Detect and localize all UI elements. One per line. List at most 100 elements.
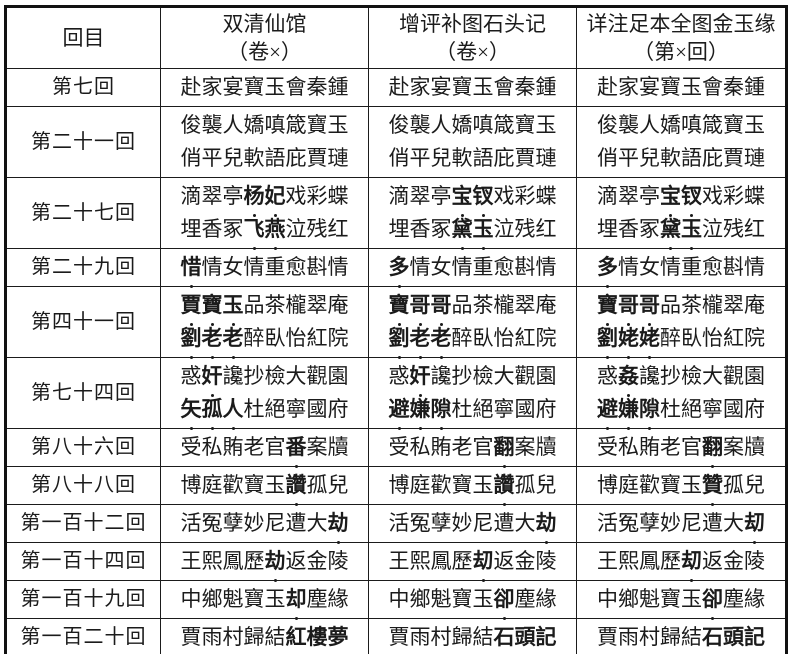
emphasized-text: 避嫌隙 — [389, 397, 452, 430]
emphasized-text: 矢孤人 — [181, 397, 244, 430]
chapter-cell: 第二十七回 — [5, 177, 161, 249]
title-line: 受私賄老官番案牘 — [164, 431, 365, 468]
emphasized-text: 石頭記 — [702, 625, 765, 649]
title-line: 避嫌隙杜絕寧國府 — [372, 393, 573, 430]
title-cell: 赴家宴寶玉會秦鍾 — [368, 68, 577, 107]
title-line: 王熙鳳歷刧返金陵 — [580, 545, 782, 582]
title-line: 惑奸讒抄檢大觀園 — [372, 360, 573, 397]
table-header: 回目 双清仙馆 （卷×） 增评补图石头记 （卷×） 详注足本全图金玉缘 （第×回… — [5, 6, 787, 69]
table-row: 第八十八回 博庭歡寶玉讚孤兒 博庭歡寶玉讚孤兒 博庭歡寶玉贊孤兒 — [5, 466, 787, 506]
title-line: 赴家宴寶玉會秦鍾 — [388, 75, 557, 99]
chapter-cell: 第七十四回 — [5, 357, 161, 429]
table-row: 第七十四回 惑奸讒抄檢大觀園 矢孤人杜絕寧國府 惑奸讒抄檢大觀園 避嫌隙杜絕寧國府 惑姦讒… — [5, 357, 787, 430]
title-line: 賈雨村歸結石頭記 — [580, 621, 782, 654]
emphasized-text: 劉老老 — [181, 326, 244, 359]
title-line: 賈雨村歸結紅樓夢 — [164, 621, 365, 654]
chapter-label: 第二十九回 — [31, 256, 136, 278]
title-cell: 多情女情重愈斟情 — [576, 248, 787, 288]
title-cell: 赴家宴寶玉會秦鍾 — [160, 68, 369, 107]
title-line: 俏平兒軟語庇賈璉 — [180, 146, 349, 170]
title-cell: 俊襲人嬌嗔箴寶玉 俏平兒軟語庇賈璉 — [368, 106, 577, 178]
chapter-label: 第二十一回 — [31, 130, 136, 153]
title-line: 避嫌隙杜絕寧國府 — [580, 393, 782, 430]
title-cell: 寶哥哥品茶櫳翠庵 劉老老醉臥怡紅院 — [368, 286, 577, 359]
emphasized-text: 黛玉 — [452, 217, 494, 250]
title-cell: 惑姦讒抄檢大觀園 避嫌隙杜絕寧國府 — [576, 357, 787, 430]
emphasized-text: 宝钗 — [452, 184, 494, 217]
title-line: 中鄉魁寶玉卻塵緣 — [372, 583, 573, 620]
chapter-label: 第一百十二回 — [20, 512, 147, 534]
edition-3-name: 详注足本全图金玉缘 — [586, 12, 776, 36]
table-body: 第七回 赴家宴寶玉會秦鍾 赴家宴寶玉會秦鍾 赴家宴寶玉會秦鍾 第二十一回 俊襲人嬌嗔箴寶玉… — [5, 68, 787, 654]
title-line: 中鄉魁寶玉却塵緣 — [164, 583, 365, 620]
emphasized-text: 飞燕 — [244, 217, 286, 250]
title-line: 埋香冢黛玉泣残红 — [580, 213, 782, 250]
title-cell: 賈寶玉品茶櫳翠庵 劉老老醉臥怡紅院 — [160, 286, 369, 359]
table-row: 第七回 赴家宴寶玉會秦鍾 赴家宴寶玉會秦鍾 赴家宴寶玉會秦鍾 — [5, 68, 787, 107]
title-line: 赴家宴寶玉會秦鍾 — [597, 75, 765, 99]
emphasized-text: 黛玉 — [660, 217, 702, 250]
title-line: 俏平兒軟語庇賈璉 — [597, 146, 765, 170]
chapter-title-comparison-table: 回目 双清仙馆 （卷×） 增评补图石头记 （卷×） 详注足本全图金玉缘 （第×回… — [4, 5, 788, 654]
emphasized-text: 翻 — [702, 435, 723, 468]
edition-1-name: 双清仙馆 — [222, 12, 307, 36]
emphasized-text: 多 — [389, 255, 410, 288]
edition-1-volume-note: （卷×） — [227, 40, 302, 64]
title-line: 寶哥哥品茶櫳翠庵 — [580, 289, 782, 326]
table-row: 第一百十二回 活冤孽妙尼遭大劫 活冤孽妙尼遭大劫 活冤孽妙尼遭大刧 — [5, 504, 787, 544]
title-cell: 受私賄老官翻案牘 — [368, 428, 577, 468]
emphasized-text: 杨妃 — [244, 184, 286, 217]
title-line: 滴翠亭杨妃戏彩蝶 — [164, 180, 365, 217]
emphasized-text: 避嫌隙 — [597, 397, 660, 430]
title-cell: 中鄉魁寶玉却塵緣 — [160, 580, 369, 620]
header-chapter-label: 回目 — [62, 26, 105, 50]
chapter-cell: 第一百十四回 — [5, 542, 161, 581]
title-line: 劉姥姥醉臥怡紅院 — [580, 322, 782, 359]
emphasized-text: 劫 — [265, 549, 286, 582]
emphasized-text: 劉姥姥 — [597, 326, 660, 359]
title-cell: 受私賄老官番案牘 — [160, 428, 369, 468]
title-line: 滴翠亭宝钗戏彩蝶 — [580, 180, 782, 217]
chapter-label: 第一百十九回 — [20, 588, 147, 610]
title-line: 活冤孽妙尼遭大劫 — [372, 507, 573, 544]
table-row: 第一百十四回 王熙鳳歷劫返金陵 王熙鳳歷刧返金陵 王熙鳳歷刧返金陵 — [5, 542, 787, 582]
table-row: 第二十九回 惜情女情重愈斟情 多情女情重愈斟情 多情女情重愈斟情 — [5, 248, 787, 288]
title-cell: 王熙鳳歷劫返金陵 — [160, 542, 369, 582]
table-row: 第二十七回 滴翠亭杨妃戏彩蝶 埋香冢飞燕泣残红 滴翠亭宝钗戏彩蝶 埋香冢黛玉泣残红 滴翠亭… — [5, 177, 787, 250]
title-line: 賈寶玉品茶櫳翠庵 — [164, 289, 365, 326]
emphasized-text: 多 — [597, 255, 618, 288]
title-line: 博庭歡寶玉讚孤兒 — [164, 469, 365, 506]
title-cell: 惑奸讒抄檢大觀園 避嫌隙杜絕寧國府 — [368, 357, 577, 430]
edition-3-volume-note: （第×回） — [633, 40, 729, 64]
title-cell: 滴翠亭杨妃戏彩蝶 埋香冢飞燕泣残红 — [160, 177, 369, 250]
title-cell: 活冤孽妙尼遭大劫 — [160, 504, 369, 544]
emphasized-text: 卻 — [702, 587, 723, 620]
title-cell: 活冤孽妙尼遭大刧 — [576, 504, 787, 544]
emphasized-text: 惜 — [181, 255, 202, 288]
title-cell: 博庭歡寶玉讚孤兒 — [160, 466, 369, 506]
chapter-cell: 第二十一回 — [5, 106, 161, 178]
title-cell: 惜情女情重愈斟情 — [160, 248, 369, 288]
title-line: 惑姦讒抄檢大觀園 — [580, 360, 782, 397]
chapter-label: 第八十八回 — [31, 474, 136, 496]
emphasized-text: 卻 — [494, 587, 515, 620]
title-line: 惜情女情重愈斟情 — [164, 251, 365, 288]
title-line: 俊襲人嬌嗔箴寶玉 — [180, 113, 349, 137]
table-row: 第二十一回 俊襲人嬌嗔箴寶玉 俏平兒軟語庇賈璉 俊襲人嬌嗔箴寶玉 俏平兒軟語庇賈璉 俊襲人… — [5, 106, 787, 178]
title-line: 多情女情重愈斟情 — [372, 251, 573, 288]
title-line: 賈雨村歸結石頭記 — [372, 621, 573, 654]
title-line: 王熙鳳歷刧返金陵 — [372, 545, 573, 582]
title-line: 俊襲人嬌嗔箴寶玉 — [597, 113, 765, 137]
title-line: 惑奸讒抄檢大觀園 — [164, 360, 365, 397]
edition-2-volume-note: （卷×） — [435, 40, 510, 64]
title-cell: 博庭歡寶玉贊孤兒 — [576, 466, 787, 506]
title-line: 赴家宴寶玉會秦鍾 — [180, 75, 349, 99]
title-line: 寶哥哥品茶櫳翠庵 — [372, 289, 573, 326]
title-cell: 多情女情重愈斟情 — [368, 248, 577, 288]
emphasized-text: 刧 — [681, 549, 702, 582]
header-edition-2: 增评补图石头记 （卷×） — [368, 6, 577, 69]
emphasized-text: 紅樓夢 — [286, 625, 349, 649]
emphasized-text: 刧 — [473, 549, 494, 582]
chapter-cell: 第七回 — [5, 68, 161, 107]
table-row: 第一百二十回 賈雨村歸結紅樓夢 賈雨村歸結石頭記 賈雨村歸結石頭記 — [5, 618, 787, 654]
